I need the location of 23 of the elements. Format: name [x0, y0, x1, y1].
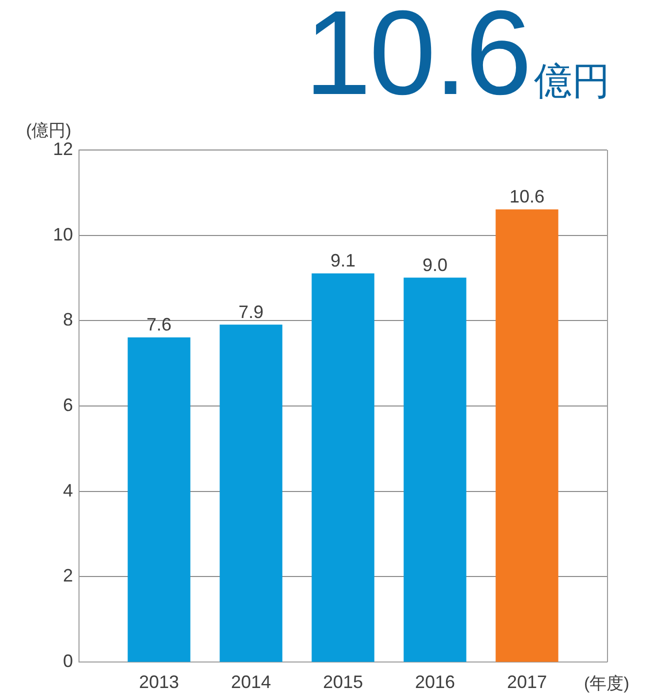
x-tick-label: 2015 — [322, 672, 364, 692]
data-label: 10.6 — [509, 186, 544, 207]
bar — [312, 273, 374, 662]
x-tick-label: 2014 — [230, 672, 272, 692]
y-tick-label: 8 — [62, 310, 73, 330]
y-tick-label: 0 — [62, 650, 73, 671]
x-tick-label: 2017 — [506, 672, 547, 692]
x-tick-label: 2013 — [139, 672, 180, 692]
data-label: 9.1 — [330, 250, 356, 271]
bar — [404, 278, 466, 662]
bar — [496, 209, 558, 662]
x-axis-title: (年度) — [584, 673, 630, 695]
data-label: 9.0 — [422, 254, 448, 275]
data-label: 7.6 — [146, 314, 172, 335]
x-tick-label: 2016 — [414, 672, 456, 692]
bar — [220, 324, 282, 662]
y-tick-label: 2 — [62, 566, 73, 586]
bar — [128, 337, 190, 662]
y-tick-label: 4 — [62, 480, 73, 500]
y-tick-label: 6 — [62, 394, 73, 415]
data-label: 7.9 — [238, 302, 264, 322]
chart-title: 10.6億円 — [304, 0, 610, 120]
y-tick-label: 10 — [52, 224, 73, 244]
